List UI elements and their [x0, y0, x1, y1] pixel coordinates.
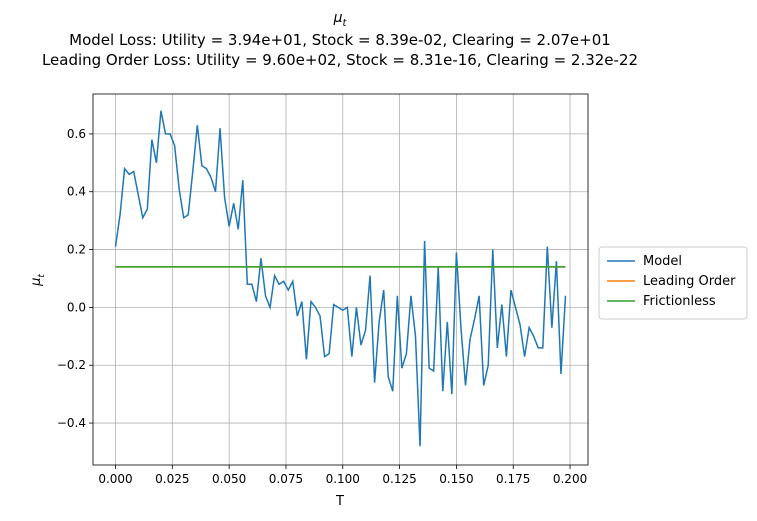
x-axis-label: T — [335, 494, 344, 509]
y-tick-label: −0.2 — [57, 358, 86, 372]
series-line — [114, 110, 567, 447]
legend-box — [598, 246, 748, 320]
x-tick-label: 0.075 — [269, 472, 303, 486]
plot-frame — [92, 93, 589, 466]
legend-label: Leading Order — [643, 274, 736, 289]
y-tick-label: 0.4 — [67, 185, 86, 199]
y-tick-label: 0.6 — [67, 127, 86, 141]
title-subscript: t — [343, 18, 348, 29]
legend-label: Model — [643, 254, 682, 269]
x-tick-label: 0.100 — [326, 472, 360, 486]
x-tick-label: 0.150 — [439, 472, 473, 486]
title-symbol: μ — [333, 10, 343, 26]
legend-label: Frictionless — [643, 294, 716, 309]
y-tick-label: 0.2 — [67, 243, 86, 257]
y-label-subscript: t — [37, 274, 47, 278]
y-tick-label: 0.0 — [67, 300, 86, 314]
y-tick-label: −0.4 — [57, 416, 86, 430]
chart-title: μt — [333, 10, 348, 29]
x-tick-label: 0.125 — [382, 472, 416, 486]
subtitle-line: Model Loss: Utility = 3.94e+01, Stock = … — [69, 31, 611, 49]
subtitle-line: Leading Order Loss: Utility = 9.60e+02, … — [42, 51, 638, 69]
x-tick-label: 0.050 — [212, 472, 246, 486]
x-tick-label: 0.200 — [553, 472, 587, 486]
x-tick-label: 0.000 — [98, 472, 132, 486]
y-label-symbol: μ — [29, 278, 44, 287]
x-tick-label: 0.025 — [155, 472, 189, 486]
y-axis-label: μt — [29, 274, 47, 287]
x-tick-label: 0.175 — [496, 472, 530, 486]
